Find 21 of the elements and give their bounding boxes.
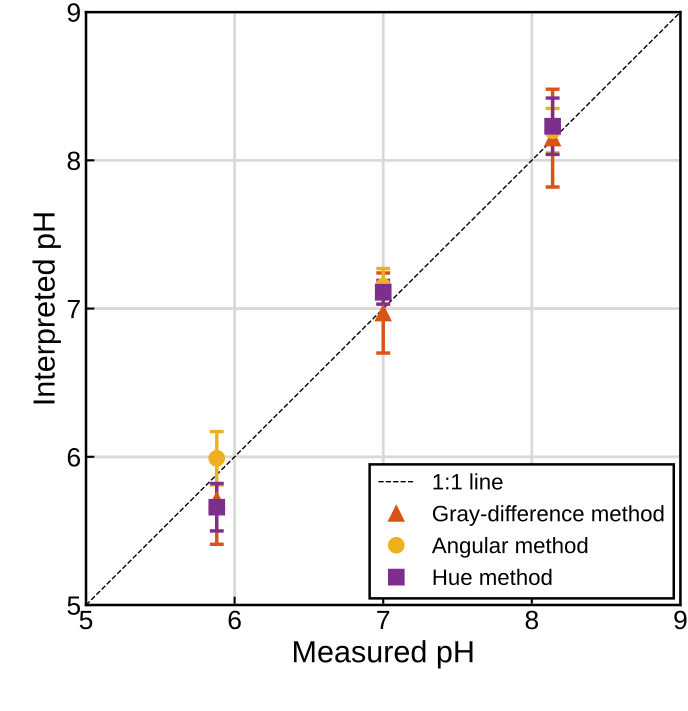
x-tick-label: 7	[377, 610, 390, 630]
legend-label: 1:1 line	[434, 473, 503, 490]
x-tick-label: 9	[674, 610, 687, 630]
legend-label: Angular method	[432, 536, 588, 558]
legend-label: Gray-difference method	[432, 505, 664, 526]
point	[544, 118, 561, 135]
y-tick-label: 9	[68, 3, 80, 22]
point	[374, 304, 392, 322]
point	[208, 498, 226, 516]
point	[208, 450, 226, 467]
y-tick-label: 8	[68, 151, 80, 170]
x-tick-label: 5	[80, 610, 92, 630]
legend-label: Hue method	[434, 568, 552, 586]
y-axis-title: Interpreted pH	[32, 213, 61, 404]
y-tick-label: 6	[68, 448, 80, 467]
y-tick-label: 5	[68, 596, 80, 615]
x-tick-label: 6	[228, 610, 241, 630]
y-tick-label: 7	[68, 300, 80, 318]
x-tick-label: 8	[526, 610, 538, 630]
x-axis-title: Measured pH	[294, 640, 472, 669]
point	[374, 284, 392, 301]
